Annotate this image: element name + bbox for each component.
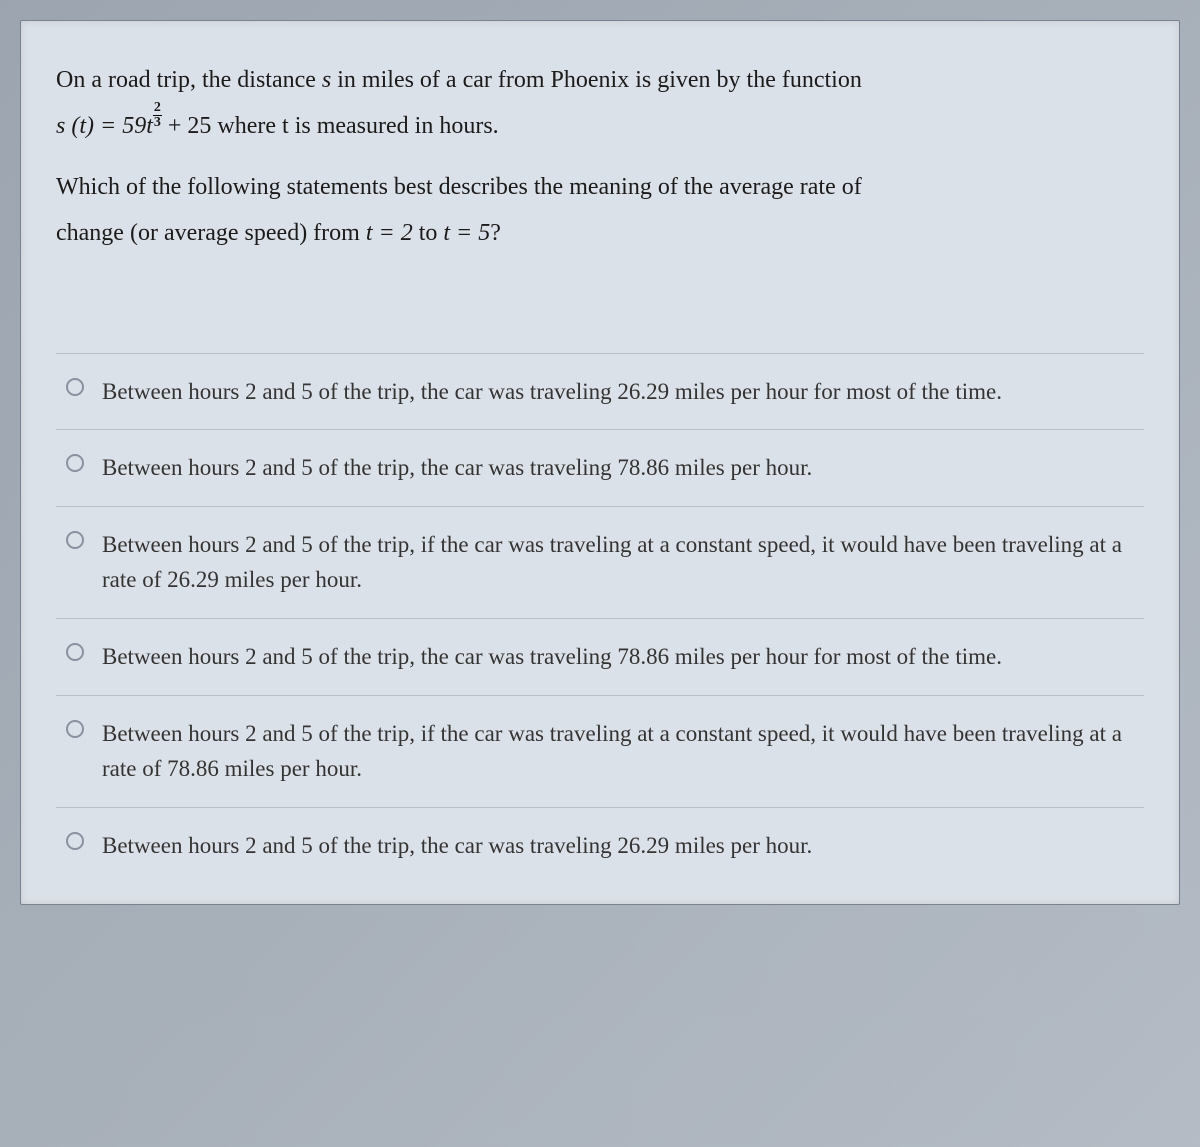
stem-var-s: s: [322, 67, 331, 93]
stem-text: in miles of a car from Phoenix is given …: [331, 67, 862, 93]
question-card: On a road trip, the distance s in miles …: [20, 20, 1180, 905]
option-label: Between hours 2 and 5 of the trip, the c…: [102, 828, 812, 864]
stem-line-1: On a road trip, the distance s in miles …: [56, 61, 1144, 99]
fraction-numerator: 2: [153, 101, 162, 116]
prompt-line-2: change (or average speed) from t = 2 to …: [56, 214, 1144, 252]
prompt-line-1: Which of the following statements best d…: [56, 168, 1144, 206]
option-row[interactable]: Between hours 2 and 5 of the trip, if th…: [56, 506, 1144, 618]
option-row[interactable]: Between hours 2 and 5 of the trip, if th…: [56, 695, 1144, 807]
question-stem: On a road trip, the distance s in miles …: [56, 61, 1144, 253]
option-row[interactable]: Between hours 2 and 5 of the trip, the c…: [56, 353, 1144, 430]
prompt-mid: to: [413, 220, 444, 246]
stem-formula-line: s (t) = 59t23 + 25 where t is measured i…: [56, 107, 1144, 145]
stem-prompt: Which of the following statements best d…: [56, 168, 1144, 253]
radio-icon[interactable]: [66, 643, 84, 661]
formula-exponent: 23: [153, 107, 162, 145]
radio-icon[interactable]: [66, 832, 84, 850]
radio-icon[interactable]: [66, 454, 84, 472]
fraction-exponent: 23: [153, 101, 162, 130]
radio-wrap[interactable]: [66, 720, 84, 738]
radio-wrap[interactable]: [66, 531, 84, 549]
stem-text: On a road trip, the distance: [56, 67, 322, 93]
prompt-t1: t = 2: [366, 220, 413, 246]
fraction-denominator: 3: [153, 116, 162, 130]
option-label: Between hours 2 and 5 of the trip, if th…: [102, 527, 1134, 598]
radio-wrap[interactable]: [66, 832, 84, 850]
radio-icon[interactable]: [66, 378, 84, 396]
radio-wrap[interactable]: [66, 378, 84, 396]
formula-tail: where t is measured in hours.: [217, 113, 498, 139]
option-label: Between hours 2 and 5 of the trip, the c…: [102, 374, 1002, 410]
radio-wrap[interactable]: [66, 643, 84, 661]
prompt-pre: change (or average speed) from: [56, 220, 366, 246]
prompt-end: ?: [490, 220, 501, 246]
radio-icon[interactable]: [66, 531, 84, 549]
radio-wrap[interactable]: [66, 454, 84, 472]
formula-rhs: + 25: [162, 113, 218, 139]
option-row[interactable]: Between hours 2 and 5 of the trip, the c…: [56, 618, 1144, 695]
options-list: Between hours 2 and 5 of the trip, the c…: [56, 353, 1144, 884]
radio-icon[interactable]: [66, 720, 84, 738]
option-label: Between hours 2 and 5 of the trip, the c…: [102, 450, 812, 486]
option-label: Between hours 2 and 5 of the trip, the c…: [102, 639, 1002, 675]
formula-lhs: s (t) = 59t: [56, 113, 153, 139]
option-row[interactable]: Between hours 2 and 5 of the trip, the c…: [56, 807, 1144, 884]
option-label: Between hours 2 and 5 of the trip, if th…: [102, 716, 1134, 787]
option-row[interactable]: Between hours 2 and 5 of the trip, the c…: [56, 429, 1144, 506]
prompt-t2: t = 5: [443, 220, 490, 246]
